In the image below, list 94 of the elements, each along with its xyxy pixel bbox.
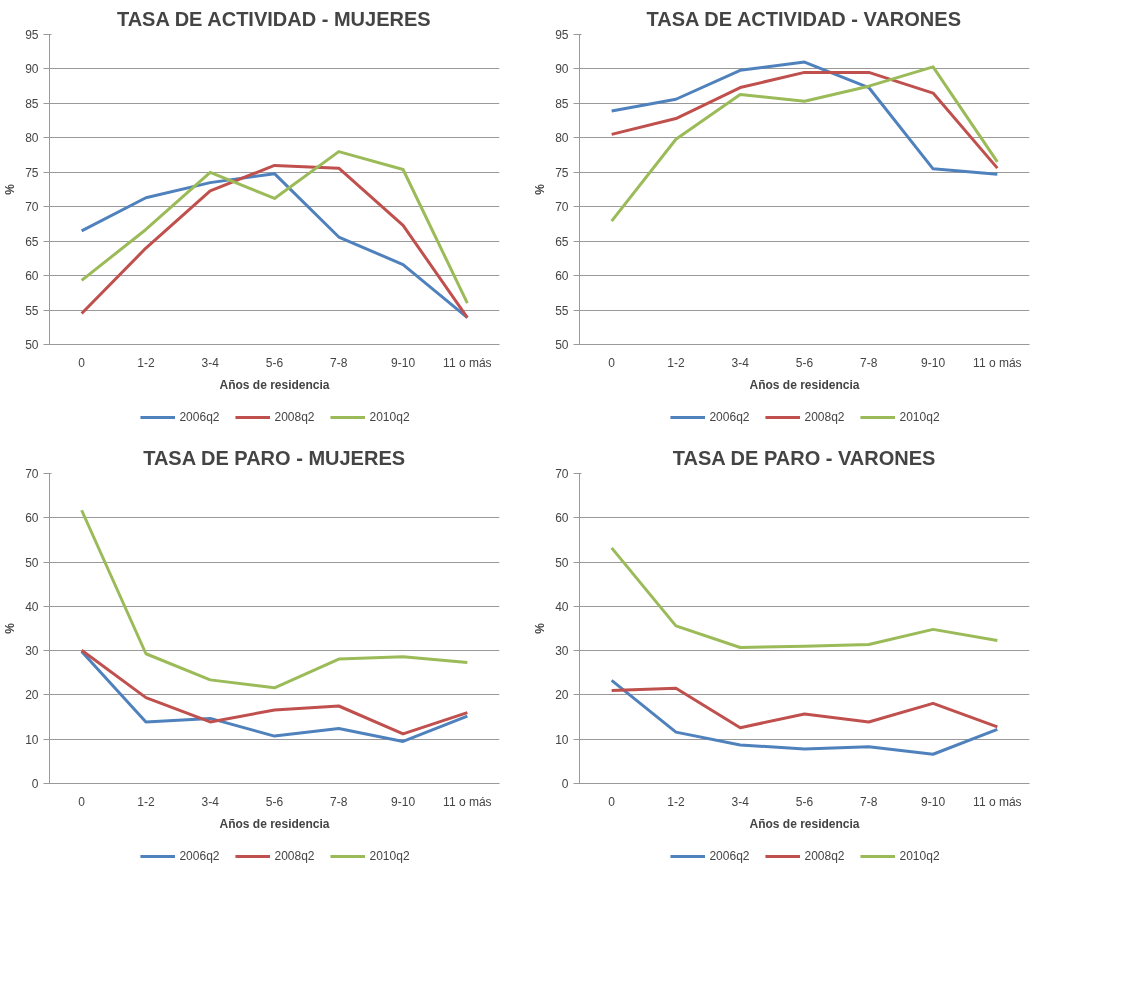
x-tick-label: 3-4 xyxy=(731,355,750,370)
x-tick-label: 1-2 xyxy=(667,794,685,809)
x-tick-label: 5-6 xyxy=(795,355,814,370)
y-tick-label: 70 xyxy=(25,467,39,481)
y-tick-label: 55 xyxy=(555,303,569,318)
x-tick-label: 11 o más xyxy=(443,794,492,809)
y-tick-label: 20 xyxy=(555,688,569,703)
x-tick-label: 9-10 xyxy=(391,355,416,370)
x-tick-label: 3-4 xyxy=(731,794,750,809)
y-axis-title: % xyxy=(533,183,548,195)
y-tick-label: 90 xyxy=(555,62,569,77)
x-tick-label: 1-2 xyxy=(667,355,685,370)
y-tick-label: 40 xyxy=(555,599,569,614)
y-tick-label: 75 xyxy=(25,165,39,180)
y-tick-label: 60 xyxy=(25,511,39,526)
x-tick-label: 11 o más xyxy=(443,355,492,370)
x-tick-label: 5-6 xyxy=(795,794,814,809)
x-tick-label: 0 xyxy=(78,794,86,809)
y-tick-label: 65 xyxy=(555,234,569,249)
x-axis-title: Años de residencia xyxy=(749,816,860,831)
y-tick-label: 10 xyxy=(25,732,39,747)
x-axis-title: Años de residencia xyxy=(749,377,860,392)
legend-label: 2010q2 xyxy=(369,409,410,424)
line-series xyxy=(80,508,469,690)
x-tick-label: 0 xyxy=(78,355,86,370)
y-tick-label: 30 xyxy=(555,644,569,659)
y-tick-label: 95 xyxy=(25,28,39,42)
legend-label: 2006q2 xyxy=(179,409,220,424)
y-tick-label: 60 xyxy=(555,269,569,284)
y-tick-label: 30 xyxy=(25,644,39,659)
chart-title: TASA DE ACTIVIDAD - VARONES xyxy=(646,7,961,30)
line-series xyxy=(610,678,999,756)
y-tick-label: 80 xyxy=(555,131,569,146)
legend-label: 2010q2 xyxy=(369,848,410,863)
y-axis-title: % xyxy=(533,622,548,634)
y-tick-label: 95 xyxy=(555,28,569,42)
y-tick-label: 20 xyxy=(25,688,39,703)
line-series xyxy=(610,65,999,223)
x-tick-label: 11 o más xyxy=(973,794,1022,809)
x-tick-label: 7-8 xyxy=(330,794,348,809)
y-tick-label: 70 xyxy=(555,467,569,481)
x-tick-label: 9-10 xyxy=(921,355,946,370)
y-tick-label: 50 xyxy=(25,338,39,352)
y-tick-label: 65 xyxy=(25,234,39,249)
line-series xyxy=(80,150,469,305)
x-tick-label: 3-4 xyxy=(201,355,220,370)
x-tick-label: 9-10 xyxy=(391,794,416,809)
y-tick-label: 60 xyxy=(555,511,569,526)
x-tick-label: 5-6 xyxy=(265,355,284,370)
chart-title: TASA DE ACTIVIDAD - MUJERES xyxy=(116,7,431,30)
y-tick-label: 0 xyxy=(561,777,569,791)
y-tick-label: 55 xyxy=(25,303,39,318)
x-tick-label: 3-4 xyxy=(201,794,220,809)
y-tick-label: 50 xyxy=(555,555,569,570)
legend-label: 2008q2 xyxy=(804,848,845,863)
x-tick-label: 0 xyxy=(608,355,616,370)
y-tick-label: 85 xyxy=(555,96,569,111)
x-tick-label: 7-8 xyxy=(330,355,348,370)
y-tick-label: 80 xyxy=(25,131,39,146)
y-tick-label: 60 xyxy=(25,269,39,284)
x-tick-label: 1-2 xyxy=(137,794,155,809)
y-tick-label: 50 xyxy=(555,338,569,352)
y-tick-label: 85 xyxy=(25,96,39,111)
x-tick-label: 11 o más xyxy=(973,355,1022,370)
legend-label: 2010q2 xyxy=(899,409,940,424)
line-series xyxy=(610,546,999,650)
legend-label: 2008q2 xyxy=(274,409,315,424)
legend-label: 2006q2 xyxy=(709,409,750,424)
y-axis-title: % xyxy=(3,183,18,195)
y-tick-label: 40 xyxy=(25,599,39,614)
legend-label: 2006q2 xyxy=(179,848,220,863)
x-tick-label: 5-6 xyxy=(265,794,284,809)
legend-label: 2006q2 xyxy=(709,848,750,863)
y-tick-label: 10 xyxy=(555,732,569,747)
legend-label: 2010q2 xyxy=(899,848,940,863)
y-tick-label: 50 xyxy=(25,555,39,570)
y-tick-label: 75 xyxy=(555,165,569,180)
chart-title: TASA DE PARO - VARONES xyxy=(672,446,936,469)
y-tick-label: 70 xyxy=(555,200,569,215)
x-tick-label: 0 xyxy=(608,794,616,809)
x-tick-label: 9-10 xyxy=(921,794,946,809)
x-axis-title: Años de residencia xyxy=(219,816,330,831)
legend-label: 2008q2 xyxy=(274,848,315,863)
line-series xyxy=(610,686,999,730)
chart-title: TASA DE PARO - MUJERES xyxy=(143,446,406,469)
legend-label: 2008q2 xyxy=(804,409,845,424)
x-tick-label: 1-2 xyxy=(137,355,155,370)
x-tick-label: 7-8 xyxy=(860,355,878,370)
x-tick-label: 7-8 xyxy=(860,794,878,809)
y-tick-label: 70 xyxy=(25,200,39,215)
y-tick-label: 0 xyxy=(31,777,39,791)
y-axis-title: % xyxy=(3,622,18,634)
y-tick-label: 90 xyxy=(25,62,39,77)
x-axis-title: Años de residencia xyxy=(219,377,330,392)
